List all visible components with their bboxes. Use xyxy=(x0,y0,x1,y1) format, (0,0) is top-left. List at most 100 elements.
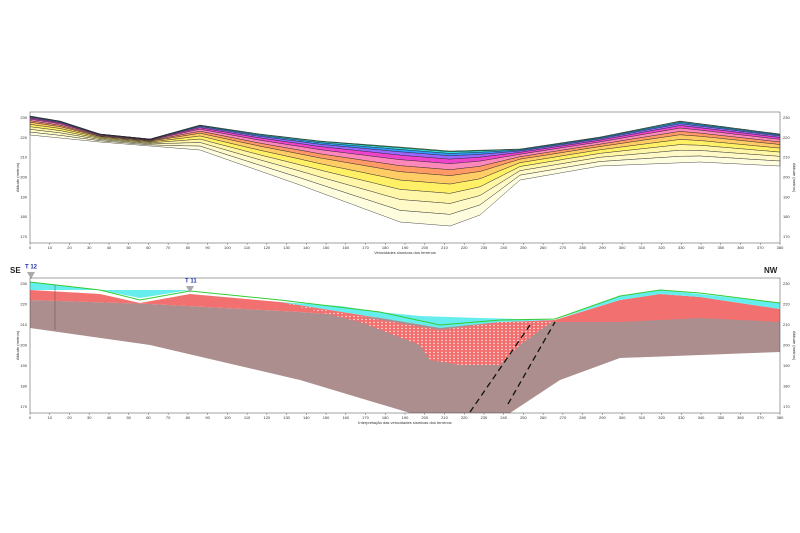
x-tick-label: 340 xyxy=(698,415,705,420)
x-tick-label: 120 xyxy=(263,415,270,420)
x-tick-label: 0 xyxy=(29,245,32,250)
x-tick-label: 130 xyxy=(283,415,290,420)
x-tick-label: 200 xyxy=(421,245,428,250)
x-tick-label: 130 xyxy=(283,245,290,250)
x-tick-label: 80 xyxy=(186,245,191,250)
y-tick-label: 180 xyxy=(20,214,27,219)
y-tick-label: 200 xyxy=(20,175,27,180)
x-tick-label: 370 xyxy=(757,245,764,250)
x-tick-label: 280 xyxy=(579,245,586,250)
x-tick-label: 70 xyxy=(166,415,171,420)
x-tick-label: 140 xyxy=(303,415,310,420)
x-tick-label: 180 xyxy=(382,245,389,250)
y-tick-label: 230 xyxy=(20,115,27,120)
x-tick-label: 190 xyxy=(402,415,409,420)
top-panel: 0 10 20 30 40 50 60 70 80 90 100 110 120 130 140 150 160… xyxy=(15,111,797,255)
y-tick-label: 190 xyxy=(20,194,27,199)
y-tick-label: 170 xyxy=(20,234,27,239)
y-axis-label: Altitude (metros) xyxy=(792,163,797,193)
x-tick-label: 250 xyxy=(520,245,527,250)
x-tick-label: 100 xyxy=(224,245,231,250)
x-tick-label: 160 xyxy=(342,415,349,420)
x-tick-label: 150 xyxy=(323,415,330,420)
y-tick-label: 190 xyxy=(783,194,790,199)
y-tick-label: 230 xyxy=(783,115,790,120)
y-tick-label: 190 xyxy=(783,363,790,368)
y-tick-label: 180 xyxy=(783,384,790,389)
y-tick-label: 200 xyxy=(20,343,27,348)
x-tick-label: 240 xyxy=(500,415,507,420)
x-tick-label: 150 xyxy=(323,245,330,250)
x-tick-label: 300 xyxy=(619,415,626,420)
x-tick-label: 330 xyxy=(678,245,685,250)
borehole-label: T 11 xyxy=(185,279,197,285)
y-tick-label: 220 xyxy=(20,302,27,307)
x-tick-label: 210 xyxy=(441,415,448,420)
x-tick-label: 320 xyxy=(658,245,665,250)
y-axis-label: Altitude (metros) xyxy=(15,162,20,192)
x-tick-label: 100 xyxy=(224,415,231,420)
y-tick-label: 180 xyxy=(783,214,790,219)
y-tick-label: 200 xyxy=(783,175,790,180)
x-tick-label: 240 xyxy=(500,245,507,250)
dotted-zone xyxy=(280,302,552,365)
x-tick-label: 50 xyxy=(126,415,131,420)
borehole-marker xyxy=(27,272,35,279)
y-tick-label: 210 xyxy=(20,155,27,160)
surface-line xyxy=(29,281,781,326)
y-tick-label: 230 xyxy=(783,281,790,286)
x-axis-label: Velocidades sísmicas dos terrenos xyxy=(374,250,436,255)
y-tick-label: 190 xyxy=(20,363,27,368)
x-tick-label: 110 xyxy=(244,415,251,420)
x-tick-label: 170 xyxy=(362,245,369,250)
x-tick-label: 60 xyxy=(146,245,151,250)
cyan-layer xyxy=(30,282,190,298)
x-tick-label: 290 xyxy=(599,245,606,250)
x-tick-label: 380 xyxy=(777,245,784,250)
x-tick-label: 120 xyxy=(263,245,270,250)
direction-label: SE xyxy=(10,266,21,275)
y-axis-label: Altitude (metros) xyxy=(792,331,797,361)
x-tick-label: 310 xyxy=(638,415,645,420)
x-tick-label: 230 xyxy=(481,415,488,420)
x-tick-label: 350 xyxy=(717,415,724,420)
x-tick-label: 370 xyxy=(757,415,764,420)
x-tick-label: 360 xyxy=(737,245,744,250)
y-tick-label: 230 xyxy=(20,281,27,286)
x-tick-label: 20 xyxy=(67,245,72,250)
x-tick-label: 50 xyxy=(126,245,131,250)
x-tick-label: 30 xyxy=(87,415,92,420)
y-tick-label: 170 xyxy=(783,234,790,239)
x-tick-label: 340 xyxy=(698,245,705,250)
x-tick-label: 80 xyxy=(186,415,191,420)
x-tick-label: 200 xyxy=(421,415,428,420)
x-tick-label: 190 xyxy=(402,245,409,250)
x-tick-label: 230 xyxy=(481,245,488,250)
x-tick-label: 280 xyxy=(579,415,586,420)
x-tick-label: 170 xyxy=(362,415,369,420)
x-tick-label: 360 xyxy=(737,415,744,420)
x-tick-label: 40 xyxy=(107,245,112,250)
x-tick-label: 220 xyxy=(461,245,468,250)
x-tick-label: 270 xyxy=(560,245,567,250)
x-tick-label: 0 xyxy=(29,415,32,420)
x-tick-label: 250 xyxy=(520,415,527,420)
x-tick-label: 210 xyxy=(441,245,448,250)
x-tick-label: 30 xyxy=(87,245,92,250)
y-tick-label: 180 xyxy=(20,384,27,389)
x-tick-label: 110 xyxy=(244,245,251,250)
x-tick-label: 70 xyxy=(166,245,171,250)
x-tick-label: 160 xyxy=(342,245,349,250)
x-axis-label: Interpretação das velocidades sísmicas d… xyxy=(358,420,451,425)
x-tick-label: 270 xyxy=(560,415,567,420)
y-tick-label: 210 xyxy=(783,322,790,327)
x-tick-label: 10 xyxy=(48,415,53,420)
x-tick-label: 350 xyxy=(717,245,724,250)
y-tick-label: 220 xyxy=(783,302,790,307)
y-tick-label: 170 xyxy=(783,404,790,409)
y-tick-label: 220 xyxy=(783,135,790,140)
x-tick-label: 140 xyxy=(303,245,310,250)
y-axis-label: Altitude (metros) xyxy=(15,330,20,360)
x-tick-label: 300 xyxy=(619,245,626,250)
